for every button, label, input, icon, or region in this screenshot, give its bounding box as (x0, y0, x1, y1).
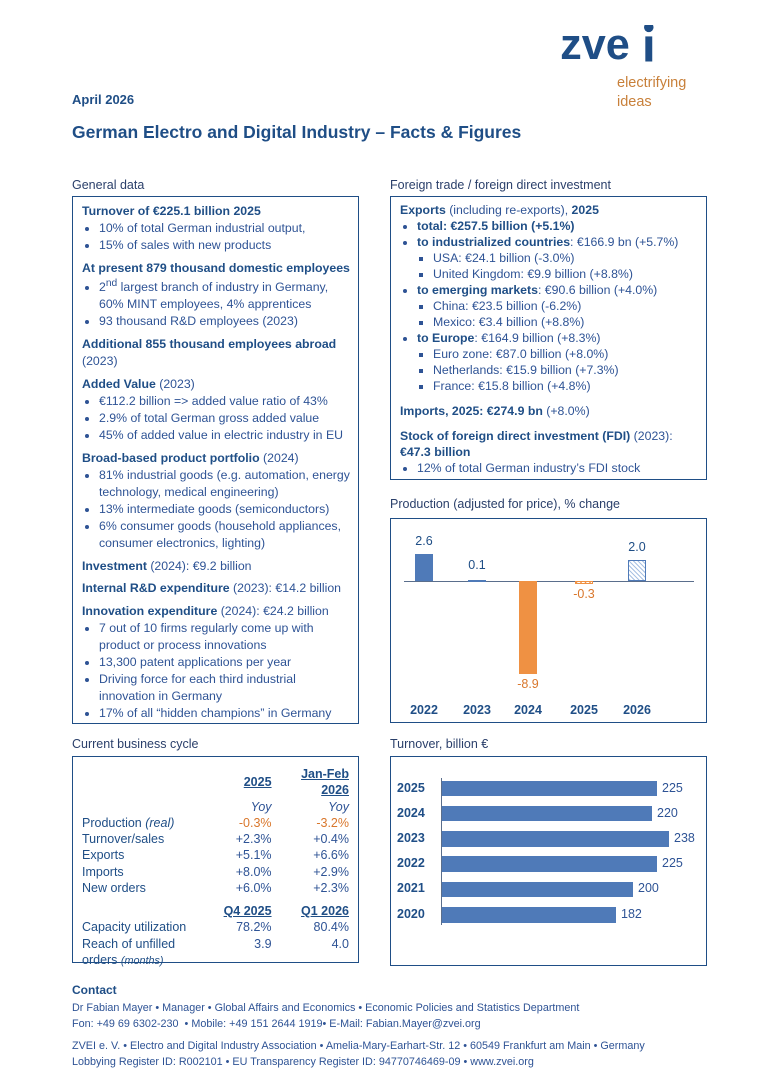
svg-text:zve: zve (561, 25, 630, 66)
